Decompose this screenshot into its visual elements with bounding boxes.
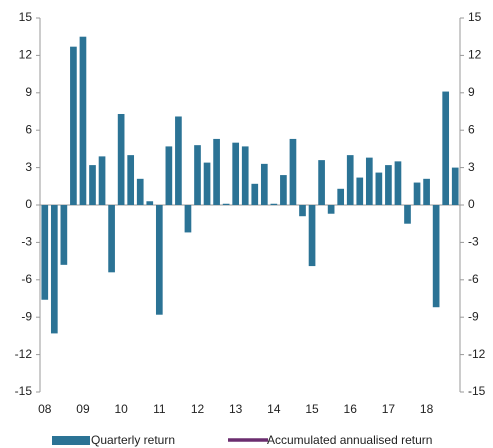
bar [194,145,201,205]
y2-tick-label: 9 [468,85,475,99]
x-tick-label: 12 [191,402,205,416]
bar [203,162,211,205]
y2-tick-label: -12 [468,347,486,361]
x-tick-label: 11 [153,402,166,416]
x-tick-label: 13 [229,402,243,416]
y2-tick-label: 3 [468,160,475,174]
y2-tick-label: -15 [468,384,486,398]
bar [375,172,383,205]
bar [270,203,278,205]
y-tick-label: 15 [19,10,33,24]
y-tick-label: -9 [21,309,32,323]
legend-label: Accumulated annualised return [267,433,432,447]
y-tick-label: 3 [25,160,32,174]
bar [289,138,297,205]
bar [423,178,430,205]
bar [70,46,77,205]
y-tick-label: 0 [25,197,32,211]
bar [432,205,440,308]
y-tick-label: 6 [25,122,32,136]
x-tick-label: 16 [344,402,358,416]
bar [251,183,259,205]
bar [213,138,220,205]
bar [108,205,115,273]
bar [404,205,411,224]
bar [442,91,450,205]
legend-label: Quarterly return [91,433,175,447]
y2-tick-label: 6 [468,122,475,136]
bar [451,167,459,205]
bar [337,188,345,205]
bar [146,201,154,205]
bar [346,155,354,205]
bar [222,203,230,205]
bar [308,205,316,267]
bar [260,163,268,205]
bar [365,157,373,205]
bar [280,175,287,205]
legend-swatch [52,436,90,445]
bar [165,146,173,205]
bar [41,205,49,300]
bar [79,36,87,206]
y-tick-label: 9 [25,85,32,99]
bar [327,205,335,214]
y2-tick-label: 12 [468,48,482,62]
bar [385,165,392,205]
bar [299,205,306,217]
x-tick-label: 08 [38,402,52,416]
bar [394,161,402,205]
bar [60,205,68,265]
bar [356,177,364,205]
bar [413,182,421,205]
bar [232,142,240,205]
y2-tick-label: -6 [468,272,479,286]
y-tick-label: -12 [15,347,33,361]
x-tick-label: 15 [305,402,319,416]
y-tick-label: 12 [19,48,33,62]
bar [98,156,106,205]
y2-tick-label: 0 [468,197,475,211]
bar [241,146,249,205]
x-tick-label: 10 [114,402,128,416]
bar [318,160,325,205]
bar [136,178,144,205]
bar [155,205,163,315]
y2-tick-label: -9 [468,309,479,323]
y-tick-label: -3 [21,235,32,249]
y-tick-label: -15 [15,384,33,398]
bar [127,155,135,205]
bar [50,205,58,334]
x-tick-label: 09 [76,402,90,416]
y-tick-label: -6 [21,272,32,286]
bar [175,116,182,205]
y2-tick-label: -3 [468,235,479,249]
bar [89,165,96,205]
bar [184,205,192,233]
x-tick-label: 14 [267,402,281,416]
x-tick-label: 17 [382,402,396,416]
bar [117,113,125,205]
y2-tick-label: 15 [468,10,482,24]
x-tick-label: 18 [420,402,434,416]
